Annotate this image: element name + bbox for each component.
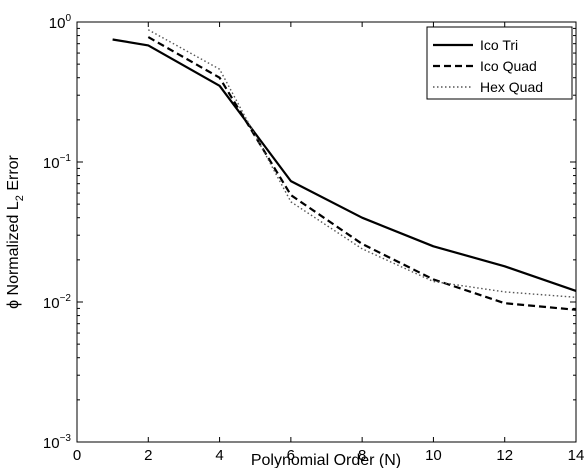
series-group xyxy=(112,29,577,311)
y-axis-title: ϕ Normalized L2 Error xyxy=(5,154,26,308)
legend-label-ico-tri: Ico Tri xyxy=(480,37,518,53)
y-axis-title-subscript: 2 xyxy=(14,195,26,201)
legend: Ico Tri Ico Quad Hex Quad xyxy=(426,26,573,100)
x-tick-label: 4 xyxy=(215,447,223,464)
x-tick-label: 8 xyxy=(358,447,366,464)
y-axis-title-prefix: ϕ Normalized L xyxy=(5,201,22,309)
x-tick-label: 10 xyxy=(425,447,442,464)
y-tick-base: 10 xyxy=(43,435,60,452)
y-axis-title-suffix: Error xyxy=(5,154,22,195)
y-tick-exponent: −2 xyxy=(60,293,72,304)
y-tick-base: 10 xyxy=(43,155,60,172)
legend-box xyxy=(426,26,573,100)
y-tick-base: 10 xyxy=(49,15,66,32)
legend-label-hex-quad: Hex Quad xyxy=(480,79,543,95)
x-axis: 0 2 4 6 8 10 12 14 xyxy=(73,22,585,464)
series-line-ico-quad xyxy=(147,36,577,311)
x-tick-label: 14 xyxy=(568,447,585,464)
x-tick-label: 12 xyxy=(496,447,513,464)
y-tick-exponent: −3 xyxy=(60,433,72,444)
x-axis-title: Polynomial Order (N) xyxy=(251,452,401,468)
y-tick-exponent: −1 xyxy=(60,153,72,164)
legend-label-ico-quad: Ico Quad xyxy=(480,58,537,74)
y-tick-label: 10−2 xyxy=(43,293,72,312)
x-tick-label: 0 xyxy=(73,447,81,464)
x-tick-label: 6 xyxy=(287,447,295,464)
series-line-hex-quad xyxy=(147,29,577,298)
series-line-ico-tri xyxy=(112,38,577,292)
y-tick-exponent: 0 xyxy=(65,13,71,24)
y-tick-label: 10−1 xyxy=(43,153,72,172)
x-tick-label: 2 xyxy=(144,447,152,464)
y-tick-label: 100 xyxy=(49,13,72,32)
y-tick-label: 10−3 xyxy=(43,433,72,452)
y-tick-base: 10 xyxy=(43,295,60,312)
